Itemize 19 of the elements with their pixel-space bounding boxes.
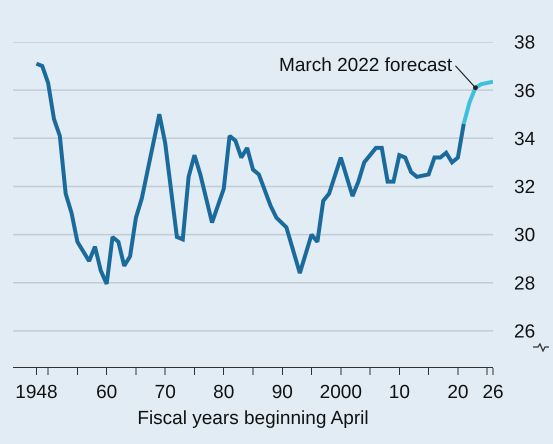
- y-tick-label: 34: [514, 128, 536, 150]
- y-tick-label: 32: [514, 177, 536, 198]
- x-tick-label: 70: [154, 382, 176, 403]
- x-tick-label: 20: [447, 382, 468, 403]
- y-tick-label: 38: [514, 32, 536, 54]
- line-series: [462, 80, 493, 126]
- x-tick-label: 80: [213, 382, 234, 403]
- y-tick-label: 30: [514, 225, 536, 246]
- x-tick-label: 1948: [15, 382, 58, 403]
- x-tick-label: 60: [96, 382, 118, 403]
- x-tick-label: 2000: [320, 382, 362, 403]
- x-tick-label: 26: [482, 382, 504, 403]
- x-tick-label: 10: [388, 382, 410, 403]
- y-tick-label: 36: [514, 80, 536, 102]
- y-tick-label: 26: [514, 322, 536, 343]
- y-tick-label: 28: [514, 273, 536, 294]
- x-tick-label: 90: [272, 382, 293, 403]
- annotation: March 2022 forecast: [279, 55, 453, 76]
- x-axis-title: Fiscal years beginning April: [137, 408, 369, 429]
